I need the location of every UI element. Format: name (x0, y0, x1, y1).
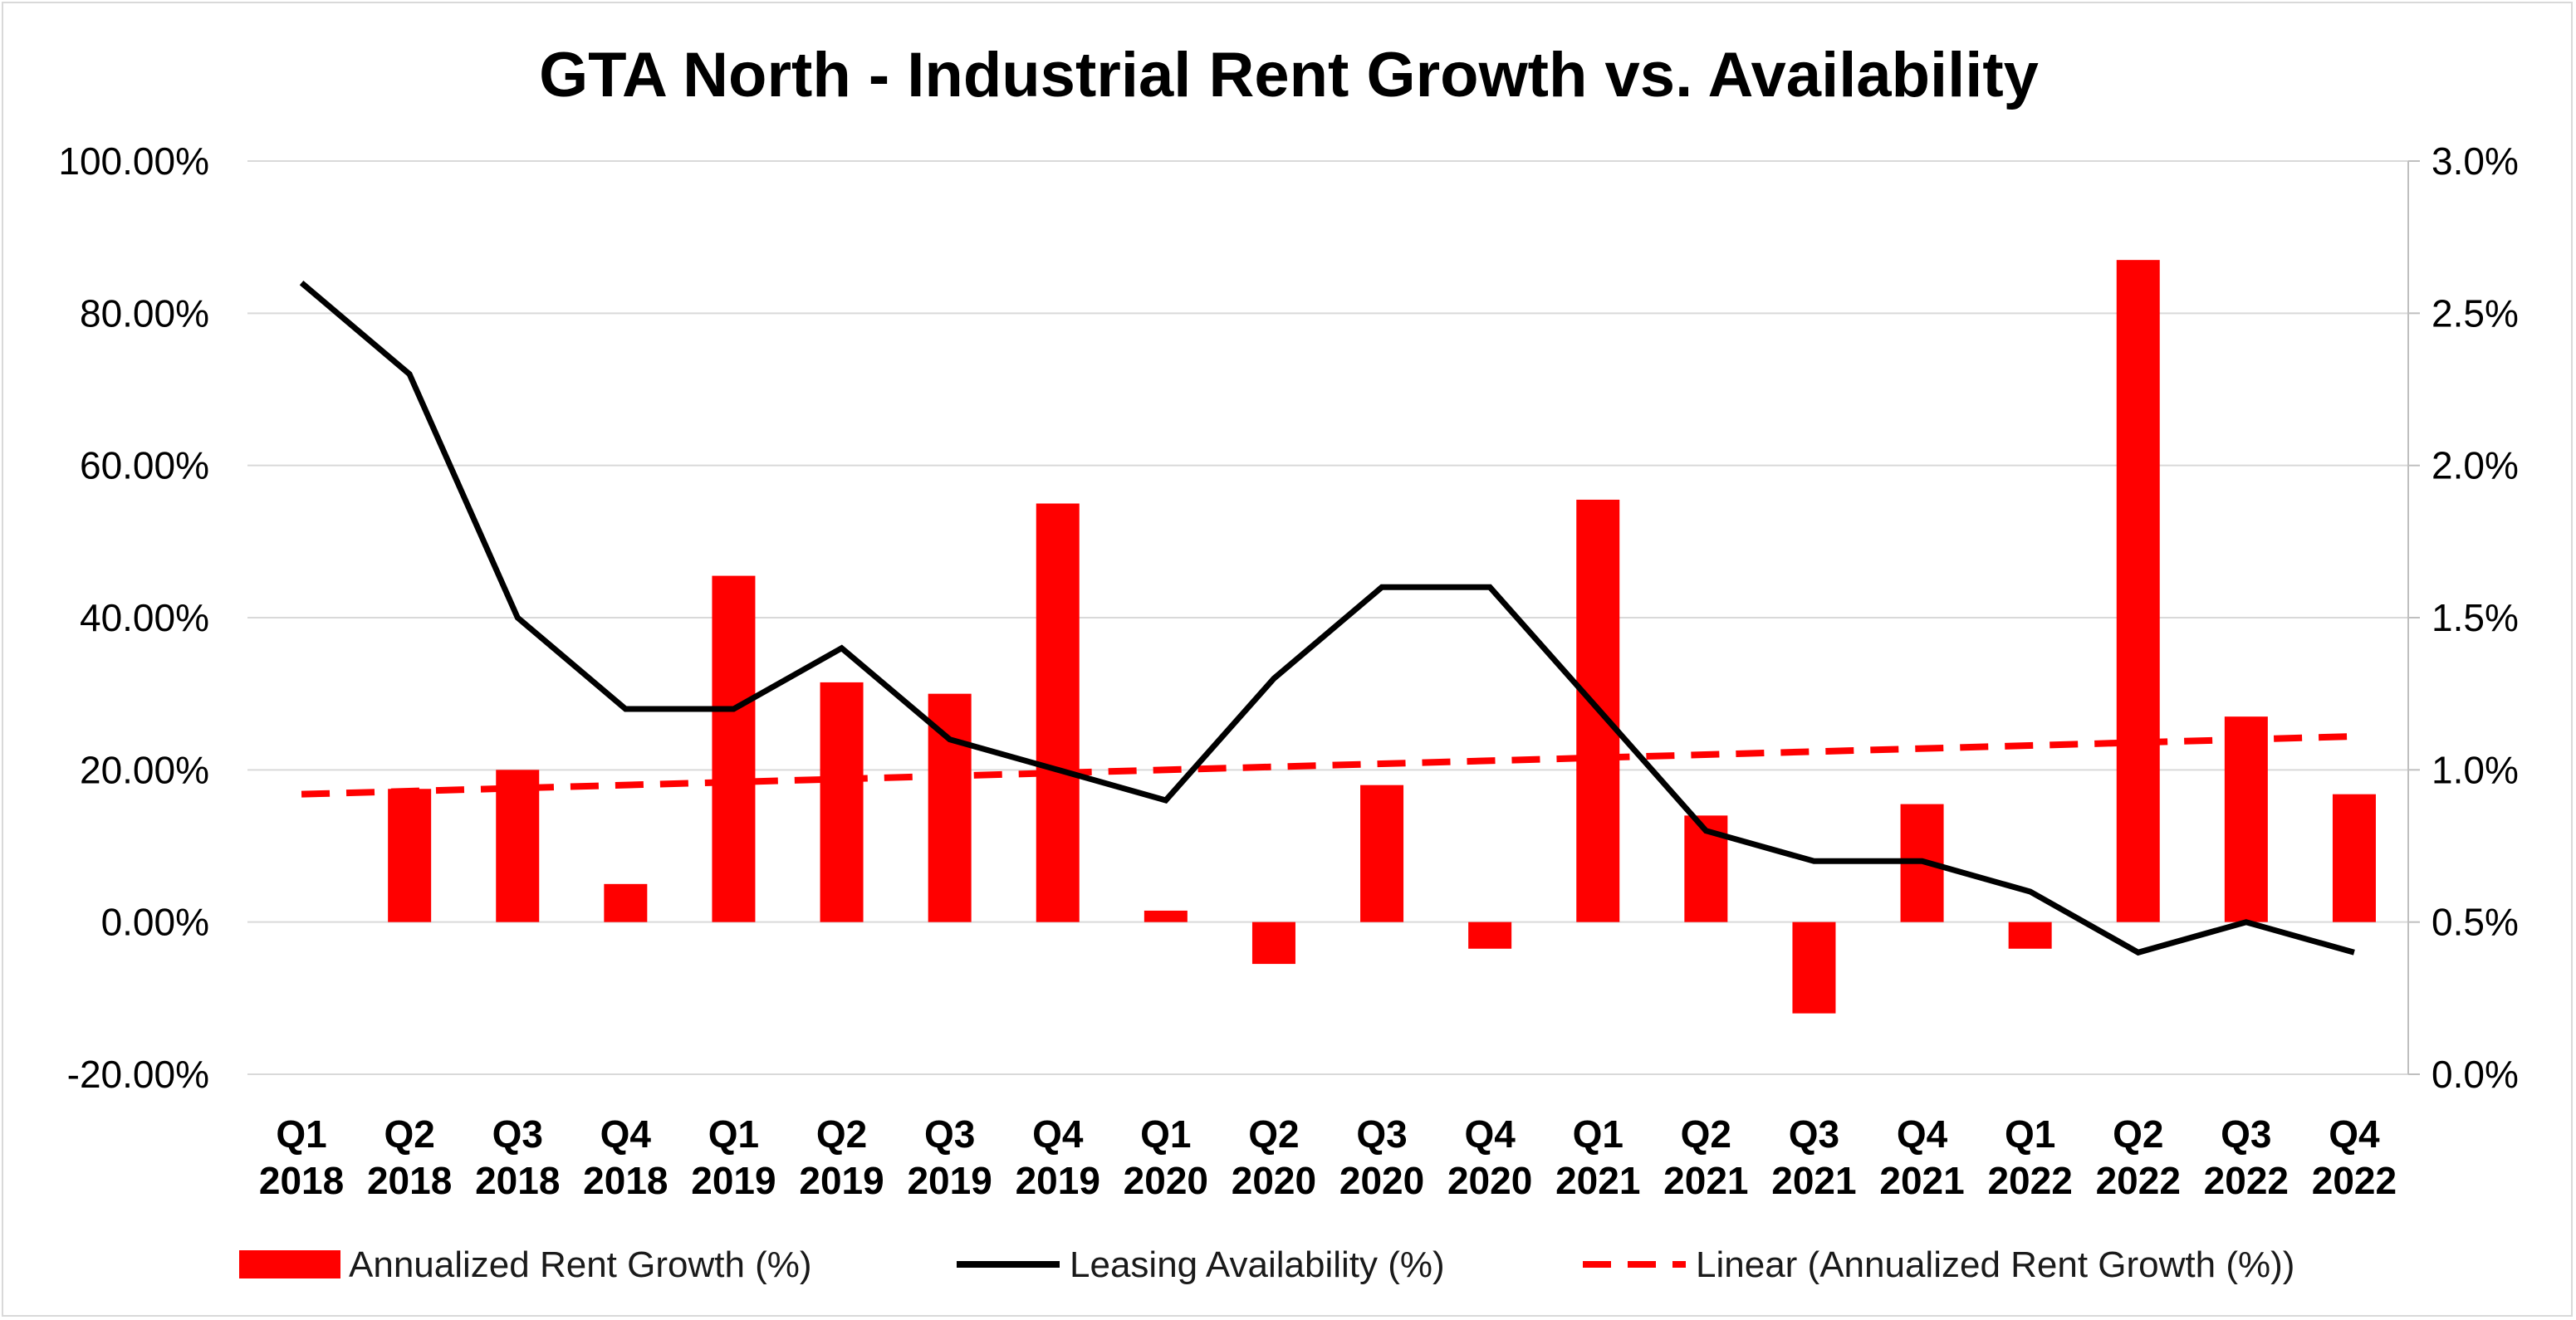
category-quarter-label: Q4 (1464, 1112, 1516, 1156)
right-axis-tick-label: 2.5% (2432, 291, 2519, 335)
category-quarter-label: Q4 (1032, 1112, 1084, 1156)
category-quarter-label: Q2 (1681, 1112, 1731, 1156)
rent-growth-bar (388, 789, 432, 922)
rent-growth-bar (712, 575, 756, 922)
rent-growth-bar (1360, 785, 1404, 922)
category-year-label: 2020 (1447, 1159, 1532, 1202)
legend: Annualized Rent Growth (%) Leasing Avail… (239, 1244, 2294, 1285)
category-year-label: 2022 (2312, 1159, 2397, 1202)
category-year-label: 2021 (1663, 1159, 1748, 1202)
legend-label-line: Leasing Availability (%) (1070, 1244, 1445, 1285)
chart-canvas: GTA North - Industrial Rent Growth vs. A… (58, 40, 2519, 1285)
category-quarter-label: Q1 (276, 1112, 326, 1156)
category-quarter-label: Q1 (2005, 1112, 2055, 1156)
category-quarter-label: Q3 (492, 1112, 543, 1156)
rent-growth-bar (2116, 260, 2160, 922)
rent-growth-bar (1468, 922, 1512, 949)
chart-title: GTA North - Industrial Rent Growth vs. A… (539, 40, 2039, 110)
category-year-label: 2021 (1879, 1159, 1964, 1202)
rent-growth-bar (604, 883, 648, 922)
category-year-label: 2022 (2096, 1159, 2181, 1202)
right-axis-tick-label: 2.0% (2432, 444, 2519, 487)
rent-growth-bar (1144, 910, 1188, 922)
category-quarter-label: Q4 (600, 1112, 652, 1156)
category-year-label: 2018 (259, 1159, 344, 1202)
legend-label-trend: Linear (Annualized Rent Growth (%)) (1696, 1244, 2294, 1285)
rent-growth-bar (928, 693, 972, 922)
category-quarter-label: Q2 (384, 1112, 434, 1156)
category-year-label: 2019 (1016, 1159, 1100, 1202)
rent-growth-bar (1792, 922, 1836, 1014)
rent-growth-bar (2008, 922, 2052, 949)
category-quarter-label: Q1 (1573, 1112, 1623, 1156)
left-axis-tick-label: 100.00% (58, 139, 209, 183)
category-year-label: 2022 (1987, 1159, 2072, 1202)
category-year-label: 2021 (1555, 1159, 1640, 1202)
category-quarter-label: Q2 (816, 1112, 867, 1156)
category-year-label: 2022 (2204, 1159, 2289, 1202)
legend-label-bar: Annualized Rent Growth (%) (349, 1244, 812, 1285)
availability-line (299, 281, 2355, 956)
category-quarter-label: Q3 (1789, 1112, 1839, 1156)
rent-growth-bar (1036, 503, 1080, 922)
rent-growth-bar (1251, 922, 1295, 965)
category-year-label: 2020 (1232, 1159, 1316, 1202)
left-axis-tick-label: 80.00% (80, 291, 209, 335)
category-year-label: 2019 (691, 1159, 776, 1202)
category-quarter-label: Q1 (708, 1112, 759, 1156)
category-year-label: 2020 (1339, 1159, 1424, 1202)
trendline (301, 733, 2355, 798)
availability-line-path (299, 281, 2355, 956)
trendline-path (301, 733, 2355, 798)
left-axis-tick-label: -20.00% (67, 1053, 209, 1096)
right-axis-tick-label: 3.0% (2432, 139, 2519, 183)
rent-growth-bar (2332, 794, 2376, 922)
rent-growth-bar (2224, 716, 2268, 922)
category-year-label: 2018 (367, 1159, 452, 1202)
left-axis-tick-label: 60.00% (80, 444, 209, 487)
right-axis-tick-label: 1.0% (2432, 748, 2519, 791)
category-quarter-label: Q3 (1356, 1112, 1407, 1156)
right-axis-tick-label: 1.5% (2432, 596, 2519, 639)
rent-growth-bar (820, 682, 864, 922)
gridlines (247, 160, 2408, 1075)
legend-swatch-bar (239, 1250, 340, 1278)
left-axis-tick-label: 20.00% (80, 748, 209, 791)
category-year-label: 2020 (1124, 1159, 1208, 1202)
category-year-label: 2021 (1771, 1159, 1856, 1202)
category-quarter-label: Q3 (924, 1112, 975, 1156)
category-quarter-label: Q1 (1140, 1112, 1191, 1156)
category-axis: Q12018Q22018Q32018Q42018Q12019Q22019Q320… (259, 1112, 2397, 1202)
category-quarter-label: Q2 (1248, 1112, 1299, 1156)
category-year-label: 2019 (907, 1159, 992, 1202)
rent-growth-bar (496, 770, 540, 922)
category-year-label: 2019 (799, 1159, 884, 1202)
category-quarter-label: Q2 (2113, 1112, 2163, 1156)
category-quarter-label: Q4 (2329, 1112, 2380, 1156)
left-axis: -20.00% 0.00% 20.00% 40.00% 60.00% 80.00% 100.… (58, 139, 209, 1096)
left-axis-tick-label: 0.00% (101, 901, 209, 944)
category-year-label: 2018 (583, 1159, 668, 1202)
right-axis-tick-label: 0.5% (2432, 901, 2519, 944)
rent-growth-bars (388, 260, 2376, 1014)
category-year-label: 2018 (475, 1159, 560, 1202)
right-axis: 0.0% 0.5% 1.0% 1.5% 2.0% 2.5% 3.0% (2407, 139, 2519, 1096)
category-quarter-label: Q3 (2221, 1112, 2271, 1156)
category-quarter-label: Q4 (1897, 1112, 1948, 1156)
right-axis-tick-label: 0.0% (2432, 1053, 2519, 1096)
left-axis-tick-label: 40.00% (80, 596, 209, 639)
